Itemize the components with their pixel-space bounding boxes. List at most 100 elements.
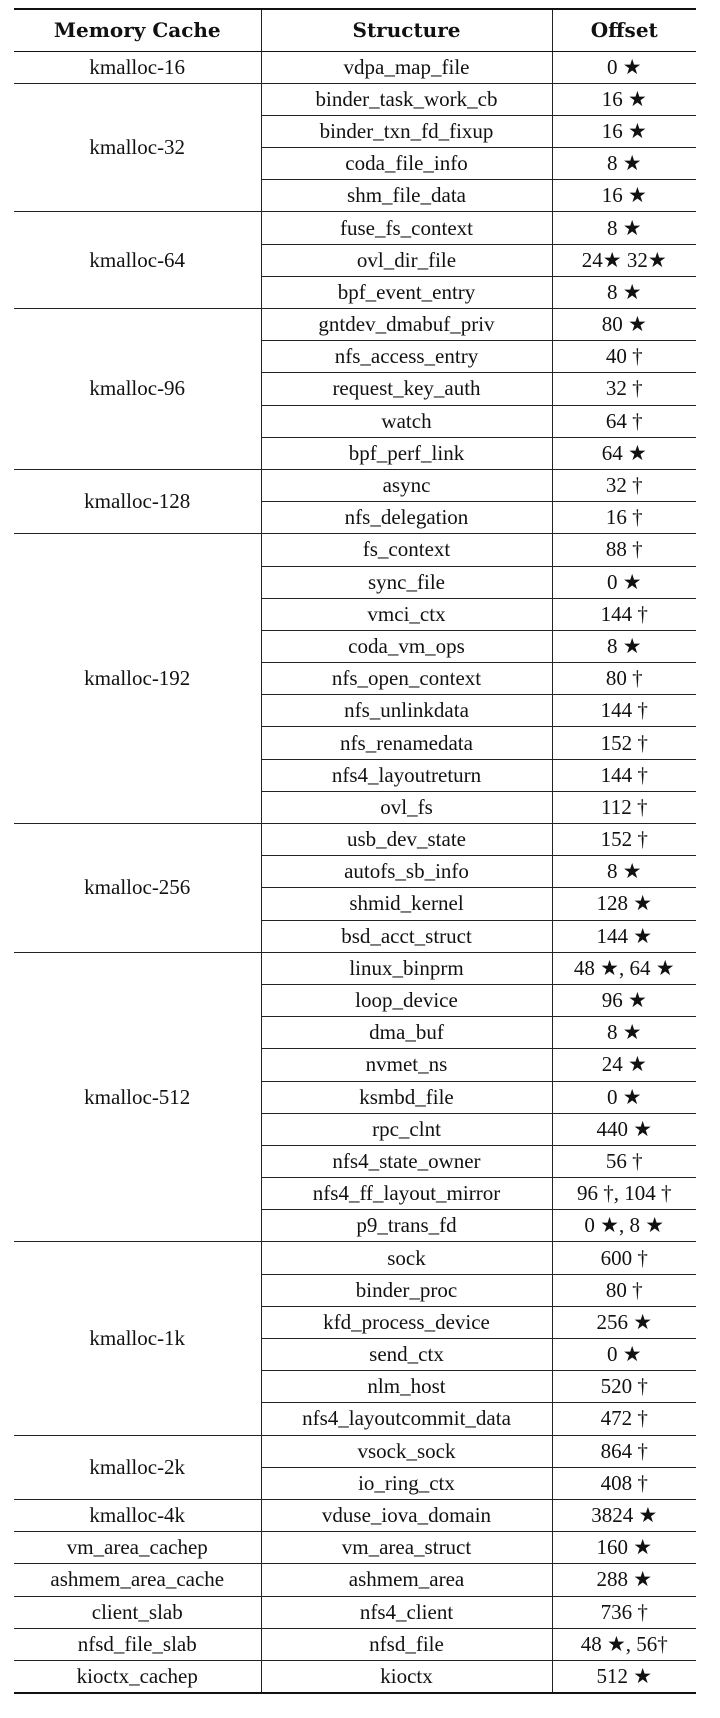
offset-cell: 3824 ★ bbox=[551, 1499, 696, 1533]
table-row: watch 64 † bbox=[14, 405, 696, 438]
offset-cell: 24★ 32★ bbox=[551, 244, 696, 277]
table-header: Memory Cache Structure Offset bbox=[14, 8, 696, 52]
structure-cell: coda_file_info bbox=[260, 147, 552, 181]
header-memory-cache: Memory Cache bbox=[14, 8, 261, 52]
structure-cell: watch bbox=[260, 405, 552, 438]
table-container: Memory Cache Structure Offset kmalloc-16… bbox=[14, 8, 696, 1694]
memory-cache-cell: kmalloc-512 bbox=[14, 952, 261, 1243]
structure-cell: binder_task_work_cb bbox=[260, 83, 552, 116]
table-row: kmalloc-16 vdpa_map_file 0 ★ bbox=[14, 51, 696, 84]
structure-cell: p9_trans_fd bbox=[260, 1209, 552, 1243]
offset-cell: 160 ★ bbox=[551, 1531, 696, 1565]
offset-cell: 64 ★ bbox=[551, 437, 696, 470]
offset-cell: 48 ★, 56† bbox=[551, 1628, 696, 1661]
structure-cell: bpf_event_entry bbox=[260, 276, 552, 310]
offset-cell: 80 ★ bbox=[551, 308, 696, 342]
offset-cell: 512 ★ bbox=[551, 1660, 696, 1694]
table-row: ksmbd_file 0 ★ bbox=[14, 1081, 696, 1114]
structure-cell: linux_binprm bbox=[260, 952, 552, 985]
structure-cell: kioctx bbox=[260, 1660, 552, 1694]
structure-cell: vsock_sock bbox=[260, 1435, 552, 1468]
table-row: binder_txn_fd_fixup 16 ★ bbox=[14, 115, 696, 149]
table-row: kmalloc-2k vsock_sock 864 † bbox=[14, 1435, 696, 1500]
structure-cell: nfs_open_context bbox=[260, 662, 552, 696]
table-row: coda_vm_ops 8 ★ bbox=[14, 630, 696, 664]
table-row: io_ring_ctx 408 † bbox=[14, 1467, 696, 1500]
structure-cell: nfs_unlinkdata bbox=[260, 694, 552, 728]
structure-cell: shmid_kernel bbox=[260, 887, 552, 921]
structure-cell: rpc_clnt bbox=[260, 1113, 552, 1146]
structure-cell: ovl_fs bbox=[260, 791, 552, 825]
structure-cell: nfs4_ff_layout_mirror bbox=[260, 1177, 552, 1211]
memory-cache-cell: kmalloc-96 bbox=[14, 308, 261, 470]
offset-cell: 80 † bbox=[551, 1274, 696, 1307]
offset-cell: 0 ★ bbox=[551, 1081, 696, 1114]
offset-cell: 0 ★, 8 ★ bbox=[551, 1209, 696, 1243]
structure-cell: nfsd_file bbox=[260, 1628, 552, 1661]
structure-cell: dma_buf bbox=[260, 1016, 552, 1050]
memory-cache-cell: kmalloc-256 bbox=[14, 823, 261, 953]
table-row: kmalloc-1k sock 600 † bbox=[14, 1241, 696, 1436]
structure-cell: vmci_ctx bbox=[260, 598, 552, 631]
table-row: p9_trans_fd 0 ★, 8 ★ bbox=[14, 1209, 696, 1243]
table-row: kmalloc-512 linux_binprm 48 ★, 64 ★ bbox=[14, 952, 696, 1243]
memory-cache-cell: kmalloc-64 bbox=[14, 211, 261, 309]
offset-cell: 520 † bbox=[551, 1370, 696, 1404]
structure-cell: ovl_dir_file bbox=[260, 244, 552, 277]
structure-cell: fs_context bbox=[260, 533, 552, 567]
offset-cell: 32 † bbox=[551, 469, 696, 503]
memory-cache-cell: kmalloc-192 bbox=[14, 533, 261, 824]
structure-cell: nfs4_layoutreturn bbox=[260, 759, 552, 792]
offset-cell: 88 † bbox=[551, 533, 696, 567]
table-row: shmid_kernel 128 ★ bbox=[14, 887, 696, 921]
structure-cell: kfd_process_device bbox=[260, 1306, 552, 1340]
header-row: Memory Cache Structure Offset bbox=[14, 8, 696, 52]
memory-cache-cell: vm_area_cachep bbox=[14, 1531, 261, 1565]
offset-cell: 16 ★ bbox=[551, 179, 696, 213]
memory-cache-cell: kmalloc-16 bbox=[14, 51, 261, 84]
offset-cell: 16 † bbox=[551, 501, 696, 535]
structure-cell: vduse_iova_domain bbox=[260, 1499, 552, 1533]
offset-cell: 96 †, 104 † bbox=[551, 1177, 696, 1211]
structure-cell: sync_file bbox=[260, 566, 552, 599]
table-row: coda_file_info 8 ★ bbox=[14, 147, 696, 181]
header-offset: Offset bbox=[551, 8, 696, 52]
structure-cell: vm_area_struct bbox=[260, 1531, 552, 1565]
offset-cell: 8 ★ bbox=[551, 855, 696, 889]
table-row: nfs_access_entry 40 † bbox=[14, 340, 696, 374]
memory-cache-cell: kioctx_cachep bbox=[14, 1660, 261, 1694]
offset-cell: 8 ★ bbox=[551, 211, 696, 245]
structure-cell: loop_device bbox=[260, 984, 552, 1018]
table-row: bsd_acct_struct 144 ★ bbox=[14, 920, 696, 953]
offset-cell: 736 † bbox=[551, 1596, 696, 1629]
structure-cell: nlm_host bbox=[260, 1370, 552, 1404]
offset-cell: 152 † bbox=[551, 823, 696, 857]
offset-cell: 256 ★ bbox=[551, 1306, 696, 1340]
memory-cache-cell: ashmem_area_cache bbox=[14, 1563, 261, 1597]
offset-cell: 112 † bbox=[551, 791, 696, 825]
offset-cell: 600 † bbox=[551, 1241, 696, 1275]
table-row: dma_buf 8 ★ bbox=[14, 1016, 696, 1050]
offset-cell: 144 † bbox=[551, 598, 696, 631]
structure-cell: usb_dev_state bbox=[260, 823, 552, 857]
structure-cell: autofs_sb_info bbox=[260, 855, 552, 889]
memory-cache-cell: kmalloc-2k bbox=[14, 1435, 261, 1500]
table-row: bpf_event_entry 8 ★ bbox=[14, 276, 696, 310]
offset-cell: 24 ★ bbox=[551, 1048, 696, 1082]
structure-cell: nfs4_state_owner bbox=[260, 1145, 552, 1179]
table-row: nfsd_file_slab nfsd_file 48 ★, 56† bbox=[14, 1628, 696, 1661]
offset-cell: 8 ★ bbox=[551, 630, 696, 664]
offset-cell: 144 † bbox=[551, 694, 696, 728]
table-row: kioctx_cachep kioctx 512 ★ bbox=[14, 1660, 696, 1694]
structure-cell: nvmet_ns bbox=[260, 1048, 552, 1082]
offset-cell: 8 ★ bbox=[551, 1016, 696, 1050]
offset-cell: 40 † bbox=[551, 340, 696, 374]
table-row: ovl_fs 112 † bbox=[14, 791, 696, 825]
offset-cell: 864 † bbox=[551, 1435, 696, 1468]
table-row: loop_device 96 ★ bbox=[14, 984, 696, 1018]
offset-cell: 0 ★ bbox=[551, 566, 696, 599]
structure-cell: nfs_renamedata bbox=[260, 726, 552, 760]
structure-cell: nfs4_layoutcommit_data bbox=[260, 1402, 552, 1436]
table-row: vmci_ctx 144 † bbox=[14, 598, 696, 631]
table-row: kmalloc-64 fuse_fs_context 8 ★ bbox=[14, 211, 696, 309]
